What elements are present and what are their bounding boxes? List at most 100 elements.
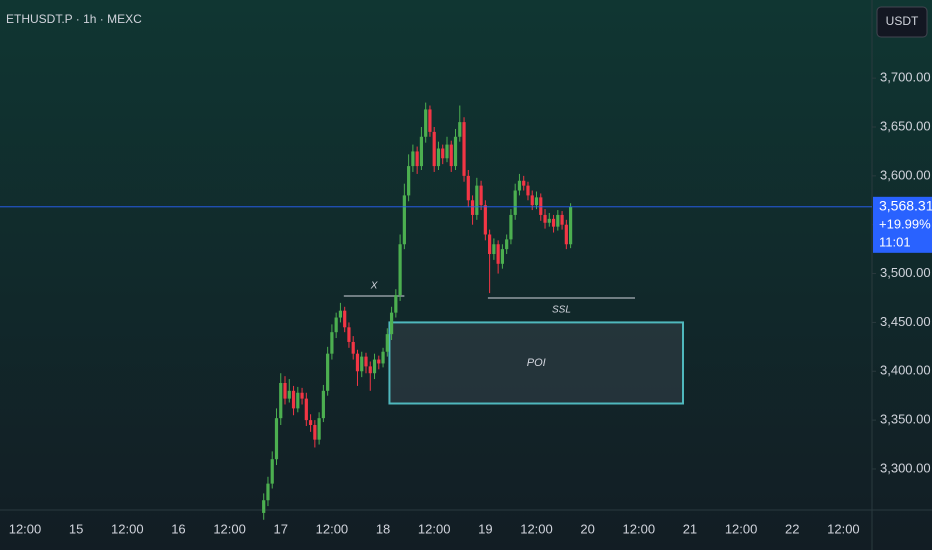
candle-body [470,200,475,215]
candle-body [428,109,432,132]
x-tick-label: 18 [376,521,390,536]
candle-body [304,398,308,421]
candle-body [432,131,436,167]
candle-body [488,234,492,255]
candle-body [522,180,526,186]
candle-body [534,197,539,206]
candle-body [330,332,334,354]
chart-title: ETHUSDT.P · 1h · MEXC [6,12,142,26]
y-tick-label: 3,650.00 [880,118,931,133]
candle-body [458,122,462,137]
candle-body [513,190,517,215]
countdown: 11:01 [879,234,911,249]
x-tick-label: 12:00 [316,521,349,536]
level-label: X [370,281,378,292]
x-tick-label: 12:00 [520,521,553,536]
candle-body [291,390,296,409]
x-tick-label: 16 [171,521,185,536]
candle-body [372,359,377,374]
last-price: 3,568.31 [879,198,932,214]
candle-body [266,483,270,501]
candle-body [415,151,419,167]
candle-body [360,356,364,372]
candle-body [492,244,496,255]
x-tick-label: 17 [274,521,288,536]
x-tick-label: 12:00 [623,521,656,536]
candle-body [556,214,560,227]
x-tick-label: 12:00 [418,521,451,536]
candle-body [560,214,564,225]
candle-body [347,327,351,342]
candle-body [351,341,355,354]
candle-body [466,175,470,201]
candle-body [262,500,266,513]
candle-body [394,295,398,313]
currency[interactable]: USDT [886,14,919,28]
x-tick-label: 12:00 [827,521,860,536]
candle-body [355,353,360,372]
candle-body [479,185,483,206]
price-change: +19.99% [879,216,931,231]
candle-body [402,195,406,245]
candle-body [445,144,449,159]
x-tick-label: 19 [478,521,492,536]
level-label: SSL [552,305,571,316]
candle-body [326,353,330,391]
candle-body [321,390,325,419]
y-tick-label: 3,300.00 [880,460,931,475]
candle-body [296,392,300,409]
candle-body [539,197,543,215]
candle-body [462,122,466,176]
candle-body [385,334,389,352]
y-tick-label: 3,600.00 [880,167,931,182]
y-tick-label: 3,400.00 [880,363,931,378]
x-tick-label: 12:00 [213,521,246,536]
poi-zone [388,321,684,405]
candle-body [270,459,274,484]
candle-body [483,205,487,235]
candle-body [283,382,287,399]
candle-body [441,148,445,159]
candle-body [449,144,453,167]
candle-body [364,356,368,367]
candle-body [300,392,304,399]
candle-body [287,390,291,399]
candle-body [334,317,338,333]
candle-body [564,224,568,245]
candle-body [338,310,343,318]
x-tick-label: 15 [69,521,83,536]
y-tick-label: 3,350.00 [880,412,931,427]
candle-body [569,206,573,245]
currency-box[interactable] [876,6,928,38]
candle-body [313,425,317,440]
candle-body [509,214,513,240]
candle-body [279,382,283,419]
poi-label: POI [527,357,546,369]
candle-body [398,244,402,296]
candle-body [424,109,428,137]
x-tick-label: 22 [785,521,799,536]
candle-body [317,418,321,440]
candle-body [547,218,551,223]
y-tick-label: 3,500.00 [880,265,931,280]
x-tick-label: 12:00 [725,521,758,536]
candle-body [419,136,424,167]
candle-body [500,249,504,264]
candle-body [368,366,372,374]
candle-body [517,180,522,191]
last-price-box [873,196,932,253]
x-tick-label: 21 [683,521,697,536]
candle-body [526,185,530,196]
candle-body [436,148,441,167]
candle-body [475,185,479,215]
candle-body [551,218,556,227]
candle-body [381,351,385,364]
candle-body [377,359,381,364]
candle-body [389,312,394,335]
x-tick-label: 12:00 [9,521,42,536]
candle-body [407,166,411,196]
candle-body [308,420,313,425]
candle-body [530,195,534,206]
